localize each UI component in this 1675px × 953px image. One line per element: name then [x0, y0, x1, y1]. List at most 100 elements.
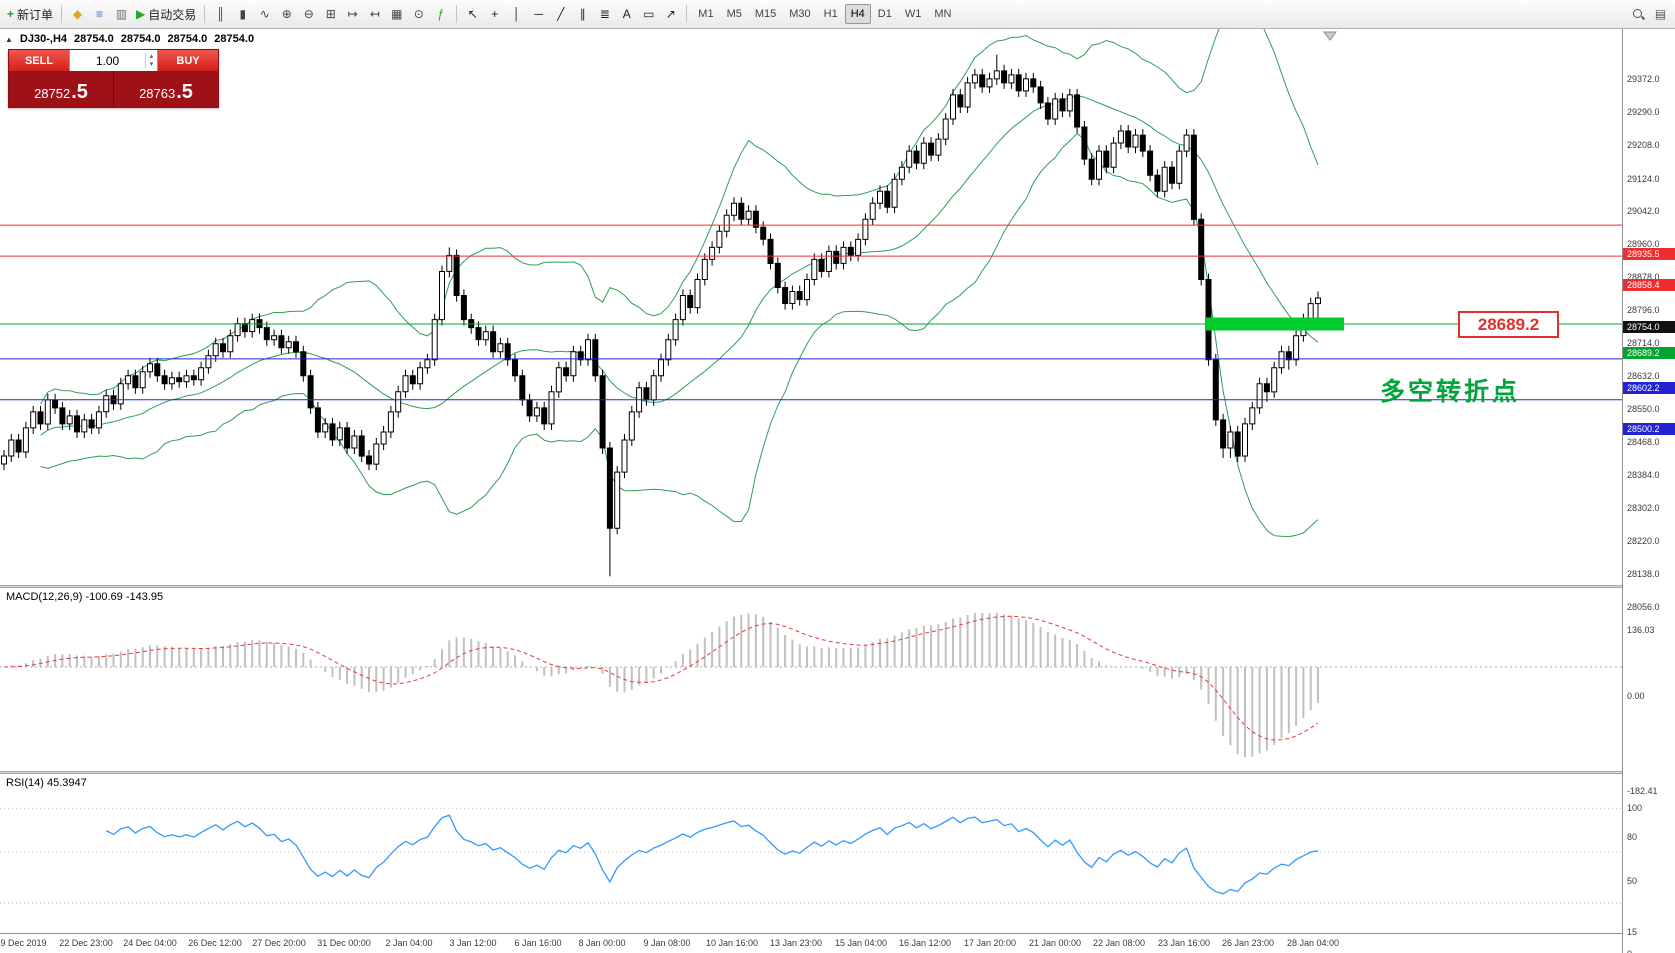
time-label: 27 Dec 20:00: [252, 938, 306, 948]
arrows-button[interactable]: ↗: [660, 4, 681, 25]
sell-button[interactable]: SELL: [9, 50, 69, 71]
rsi-tick: 80: [1627, 832, 1638, 842]
resistance-line-1-price-tag: 28935.5: [1623, 248, 1675, 261]
market-watch-button[interactable]: ≡: [89, 4, 110, 25]
timeframe-m15-button[interactable]: M15: [754, 8, 777, 20]
ohlc-open: 28754.0: [74, 33, 114, 45]
timeframe-h1-button[interactable]: H1: [823, 8, 838, 20]
ohlc-close: 28754.0: [214, 33, 255, 45]
volume-down-icon[interactable]: ▾: [149, 60, 154, 68]
ask-price[interactable]: 28763.5: [114, 71, 218, 107]
volume-stepper[interactable]: ▴ ▾: [145, 52, 157, 69]
price-callout-box[interactable]: 28689.2: [1458, 311, 1559, 338]
price-tick: 29042.0: [1627, 206, 1660, 216]
price-tick: 28796.0: [1627, 305, 1660, 315]
rsi-pane[interactable]: [0, 774, 1622, 931]
pivot-zone-highlight[interactable]: [1205, 317, 1344, 331]
timeframe-m5-button[interactable]: M5: [726, 8, 742, 20]
main-chart[interactable]: [0, 29, 1622, 585]
trendline-button[interactable]: ╱: [550, 4, 571, 25]
timeframe-m30-button[interactable]: M30: [789, 8, 811, 20]
cursor-button[interactable]: ↖: [462, 4, 483, 25]
zoom-out-button[interactable]: ⊖: [298, 4, 319, 25]
new-order-button[interactable]: + 新订单: [4, 4, 56, 25]
macd-pane[interactable]: [0, 588, 1622, 771]
resistance-line-2-price-tag: 28858.4: [1623, 279, 1675, 292]
channel-button[interactable]: ∥: [572, 4, 593, 25]
timeframe-mn-button[interactable]: MN: [934, 8, 952, 20]
rsi-canvas[interactable]: [0, 774, 1622, 931]
auto-trading-button[interactable]: ▶ 自动交易: [133, 4, 199, 25]
charts-profile-icon: ◆: [72, 7, 83, 21]
timeframe-m1-button[interactable]: M1: [698, 8, 714, 20]
fibonacci-button[interactable]: ≣: [594, 4, 615, 25]
price-axis[interactable]: 29372.0 29290.0 29208.0 29124.0 29042.0 28960…: [1622, 29, 1675, 953]
time-label: 19 Dec 2019: [0, 938, 47, 948]
ohlc-low: 28754.0: [167, 33, 208, 45]
toolbar-separator: [686, 5, 688, 23]
pivot-annotation-text[interactable]: 多空转折点: [1380, 378, 1521, 406]
time-label: 2 Jan 04:00: [385, 938, 433, 948]
bollinger-middle-band: [40, 95, 1319, 436]
toolbar-separator: [456, 5, 458, 23]
support-line-1-price-tag: 28602.2: [1623, 382, 1675, 395]
volume-up-icon[interactable]: ▴: [149, 52, 154, 60]
chart-ohlc-header: ▲ DJ30-,H4 28754.0 28754.0 28754.0 28754…: [5, 33, 254, 45]
time-label: 6 Jan 16:00: [514, 938, 562, 948]
volume-input[interactable]: 1.00 ▴ ▾: [69, 50, 158, 71]
vertical-line-button[interactable]: │: [506, 4, 527, 25]
time-label: 28 Jan 04:00: [1286, 938, 1340, 948]
candlestick-style-button[interactable]: ▮: [232, 4, 253, 25]
candles-up: [1, 70, 1321, 529]
chart-shift-button[interactable]: ↤: [364, 4, 385, 25]
price-tick: 28878.0: [1627, 272, 1660, 282]
zoom-in-button[interactable]: ⊕: [276, 4, 297, 25]
macd-pane-splitter[interactable]: [0, 585, 1622, 588]
price-tick: 28302.0: [1627, 503, 1660, 513]
bid-price[interactable]: 28752.5: [9, 71, 113, 107]
current-price-price-tag: 28754.0: [1623, 321, 1675, 334]
rsi-pane-splitter[interactable]: [0, 771, 1622, 774]
timeframe-w1-button[interactable]: W1: [904, 8, 922, 20]
timeframe-h4-button[interactable]: H4: [844, 4, 871, 24]
cursor-icon: ↖: [467, 7, 478, 21]
market-watch-icon: ≡: [96, 7, 104, 21]
time-label: 22 Jan 08:00: [1092, 938, 1146, 948]
time-label: 24 Dec 04:00: [123, 938, 177, 948]
time-label: 26 Dec 12:00: [188, 938, 242, 948]
new-chart-button[interactable]: ▦: [386, 4, 407, 25]
auto-scroll-button[interactable]: ↦: [342, 4, 363, 25]
main-chart-canvas[interactable]: [0, 29, 1622, 585]
charts-profile-button[interactable]: ◆: [67, 4, 88, 25]
tile-windows-button[interactable]: ⊞: [320, 4, 341, 25]
horizontal-line-button[interactable]: ─: [528, 4, 549, 25]
auto-trading-label: 自动交易: [148, 7, 197, 22]
bar-chart-style-button[interactable]: ║: [210, 4, 231, 25]
time-label: 26 Jan 23:00: [1221, 938, 1275, 948]
timeframe-d1-button[interactable]: D1: [877, 8, 892, 20]
time-label: 15 Jan 04:00: [834, 938, 888, 948]
indicators-icon: ƒ: [437, 7, 445, 21]
chart-shift-marker[interactable]: [1323, 31, 1337, 41]
system-icons-group: ◆ ≡ ▥: [67, 4, 132, 25]
label-button[interactable]: ▭: [638, 4, 659, 25]
price-tick: 29290.0: [1627, 107, 1660, 117]
timeframe-buttons: M1 M5 M15 M30 H1 H4 D1 W1 MN: [692, 4, 957, 24]
chart-settings-button[interactable]: ▤: [1650, 4, 1671, 25]
text-button[interactable]: A: [616, 4, 637, 25]
periods-button[interactable]: ⊙: [408, 4, 429, 25]
search-button[interactable]: [1628, 4, 1649, 25]
label-icon: ▭: [643, 7, 655, 21]
line-chart-style-button[interactable]: ∿: [254, 4, 275, 25]
buy-button[interactable]: BUY: [158, 50, 218, 71]
macd-canvas[interactable]: [0, 588, 1622, 771]
one-click-collapse-icon[interactable]: ▲: [5, 34, 13, 44]
ask-main: 28763: [139, 85, 176, 101]
data-window-button[interactable]: ▥: [111, 4, 132, 25]
periods-icon: ⊙: [413, 7, 424, 21]
indicators-button[interactable]: ƒ: [430, 4, 451, 25]
crosshair-button[interactable]: +: [484, 4, 505, 25]
time-label: 9 Jan 08:00: [643, 938, 691, 948]
time-axis[interactable]: 19 Dec 2019 22 Dec 23:00 24 Dec 04:00 26 De…: [0, 933, 1622, 953]
auto-scroll-icon: ↦: [347, 7, 358, 21]
